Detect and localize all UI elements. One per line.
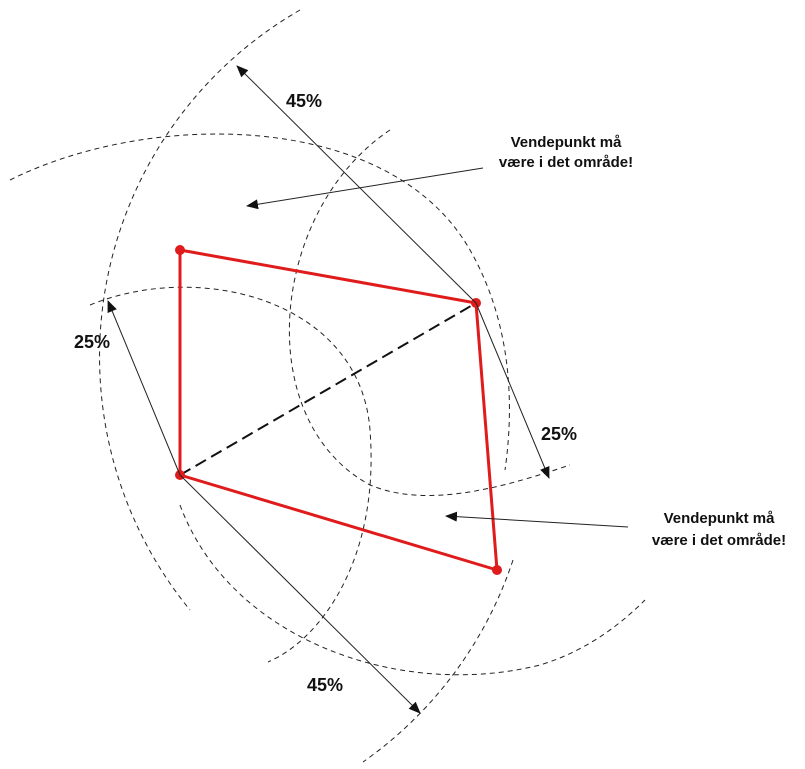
- turnpoint-bottom-right: [492, 565, 502, 575]
- label-bottom-percent: 45%: [307, 675, 343, 695]
- dimension-line-right-25: [475, 302, 550, 479]
- arc-left-circle: [89, 286, 372, 663]
- note-bottom-line1: Vendepunkt må: [664, 510, 776, 527]
- turnpoint-top-left: [175, 245, 185, 255]
- label-top-percent: 45%: [286, 91, 322, 111]
- arc-bottom-wide: [179, 504, 646, 676]
- note-bottom-line2: være i det område!: [652, 532, 786, 549]
- diagonal-dashed-line: [179, 302, 477, 476]
- arc-large-bottom: [362, 559, 514, 763]
- arc-center-circle-right: [289, 129, 571, 496]
- label-left-percent: 25%: [74, 332, 110, 352]
- pointer-arrow-bottom: [445, 511, 629, 528]
- dimension-line-bottom-45: [179, 474, 421, 714]
- label-right-percent: 25%: [541, 424, 577, 444]
- dimension-line-left-25: [107, 300, 181, 476]
- dimension-line-top-45: [236, 65, 477, 304]
- arc-top-wide: [9, 133, 510, 471]
- note-top-line2: være i det område!: [499, 154, 633, 171]
- note-top-line1: Vendepunkt må: [511, 134, 623, 151]
- pointer-arrow-top: [246, 167, 484, 210]
- arc-large-top: [99, 9, 301, 611]
